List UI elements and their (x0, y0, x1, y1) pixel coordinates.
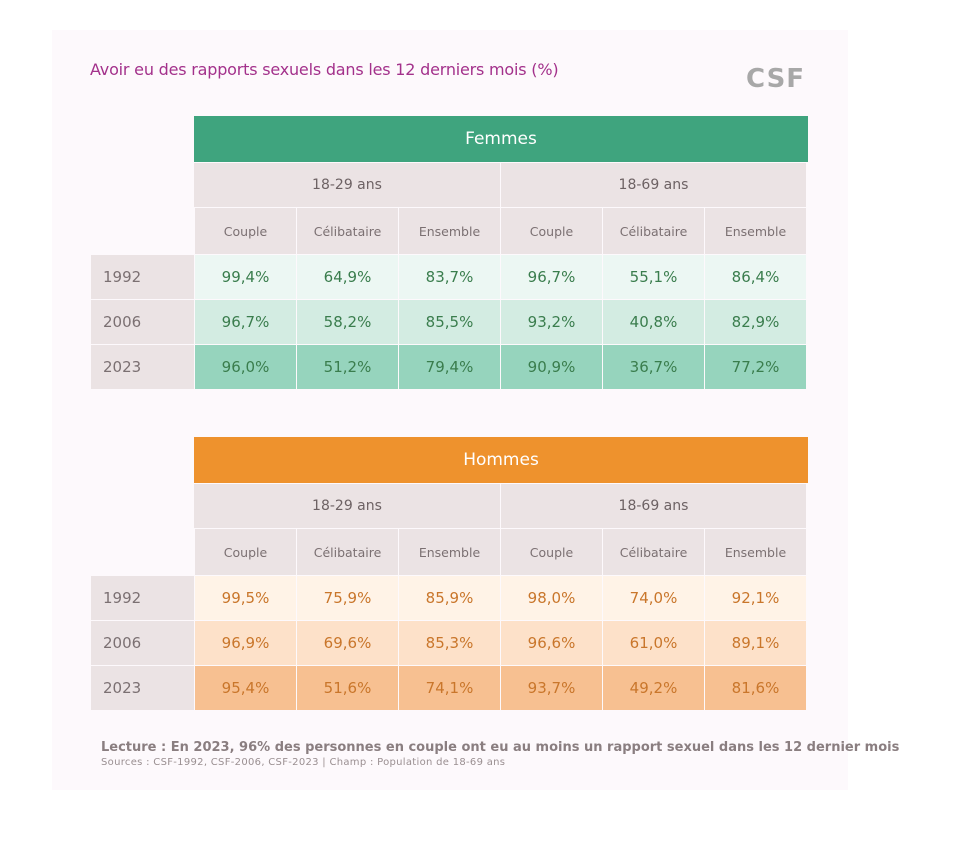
table-cell: 81,6% (705, 666, 806, 710)
column-header: Célibataire (603, 529, 704, 575)
column-header: Ensemble (705, 529, 806, 575)
year-label: 1992 (91, 576, 194, 620)
column-header: Ensemble (399, 529, 500, 575)
year-label: 1992 (91, 255, 194, 299)
year-label: 2006 (91, 300, 194, 344)
hommes-table: Hommes 18-29 ans 18-69 ans Couple Célibatair… (91, 437, 808, 711)
table-cell: 83,7% (399, 255, 500, 299)
column-header: Célibataire (297, 529, 398, 575)
table-cell: 93,2% (501, 300, 602, 344)
table-cell: 77,2% (705, 345, 806, 389)
table-cell: 75,9% (297, 576, 398, 620)
table-cell: 96,7% (501, 255, 602, 299)
age-group-header: 18-69 ans (501, 484, 806, 528)
table-cell: 85,9% (399, 576, 500, 620)
table-cell: 98,0% (501, 576, 602, 620)
column-header: Couple (501, 208, 602, 254)
table-cell: 85,5% (399, 300, 500, 344)
table-cell: 95,4% (195, 666, 296, 710)
table-cell: 82,9% (705, 300, 806, 344)
column-header: Couple (501, 529, 602, 575)
table-cell: 96,7% (195, 300, 296, 344)
year-label: 2023 (91, 666, 194, 710)
column-header: Couple (195, 529, 296, 575)
table-cell: 90,9% (501, 345, 602, 389)
table-cell: 49,2% (603, 666, 704, 710)
year-label: 2023 (91, 345, 194, 389)
table-cell: 74,0% (603, 576, 704, 620)
table-cell: 61,0% (603, 621, 704, 665)
chart-title: Avoir eu des rapports sexuels dans les 1… (90, 60, 559, 79)
sources-note: Sources : CSF-1992, CSF-2006, CSF-2023 |… (101, 757, 506, 768)
table-cell: 74,1% (399, 666, 500, 710)
table-cell: 93,7% (501, 666, 602, 710)
group-header: Hommes (194, 437, 808, 483)
group-header: Femmes (194, 116, 808, 162)
table-cell: 36,7% (603, 345, 704, 389)
table-cell: 86,4% (705, 255, 806, 299)
column-header: Célibataire (603, 208, 704, 254)
lecture-note: Lecture : En 2023, 96% des personnes en … (101, 740, 900, 755)
table-cell: 51,2% (297, 345, 398, 389)
age-group-header: 18-29 ans (194, 163, 500, 207)
column-header: Couple (195, 208, 296, 254)
table-cell: 85,3% (399, 621, 500, 665)
age-group-header: 18-29 ans (194, 484, 500, 528)
table-cell: 96,6% (501, 621, 602, 665)
column-header: Ensemble (399, 208, 500, 254)
column-header: Ensemble (705, 208, 806, 254)
table-cell: 40,8% (603, 300, 704, 344)
table-cell: 79,4% (399, 345, 500, 389)
table-cell: 89,1% (705, 621, 806, 665)
column-header: Célibataire (297, 208, 398, 254)
year-label: 2006 (91, 621, 194, 665)
table-cell: 96,9% (195, 621, 296, 665)
table-cell: 69,6% (297, 621, 398, 665)
table-cell: 58,2% (297, 300, 398, 344)
table-cell: 55,1% (603, 255, 704, 299)
csf-logo: CSF (746, 64, 806, 94)
table-cell: 92,1% (705, 576, 806, 620)
table-cell: 51,6% (297, 666, 398, 710)
table-cell: 64,9% (297, 255, 398, 299)
age-group-header: 18-69 ans (501, 163, 806, 207)
femmes-table: Femmes 18-29 ans 18-69 ans Couple Célibatair… (91, 116, 808, 390)
table-cell: 96,0% (195, 345, 296, 389)
table-cell: 99,5% (195, 576, 296, 620)
table-cell: 99,4% (195, 255, 296, 299)
